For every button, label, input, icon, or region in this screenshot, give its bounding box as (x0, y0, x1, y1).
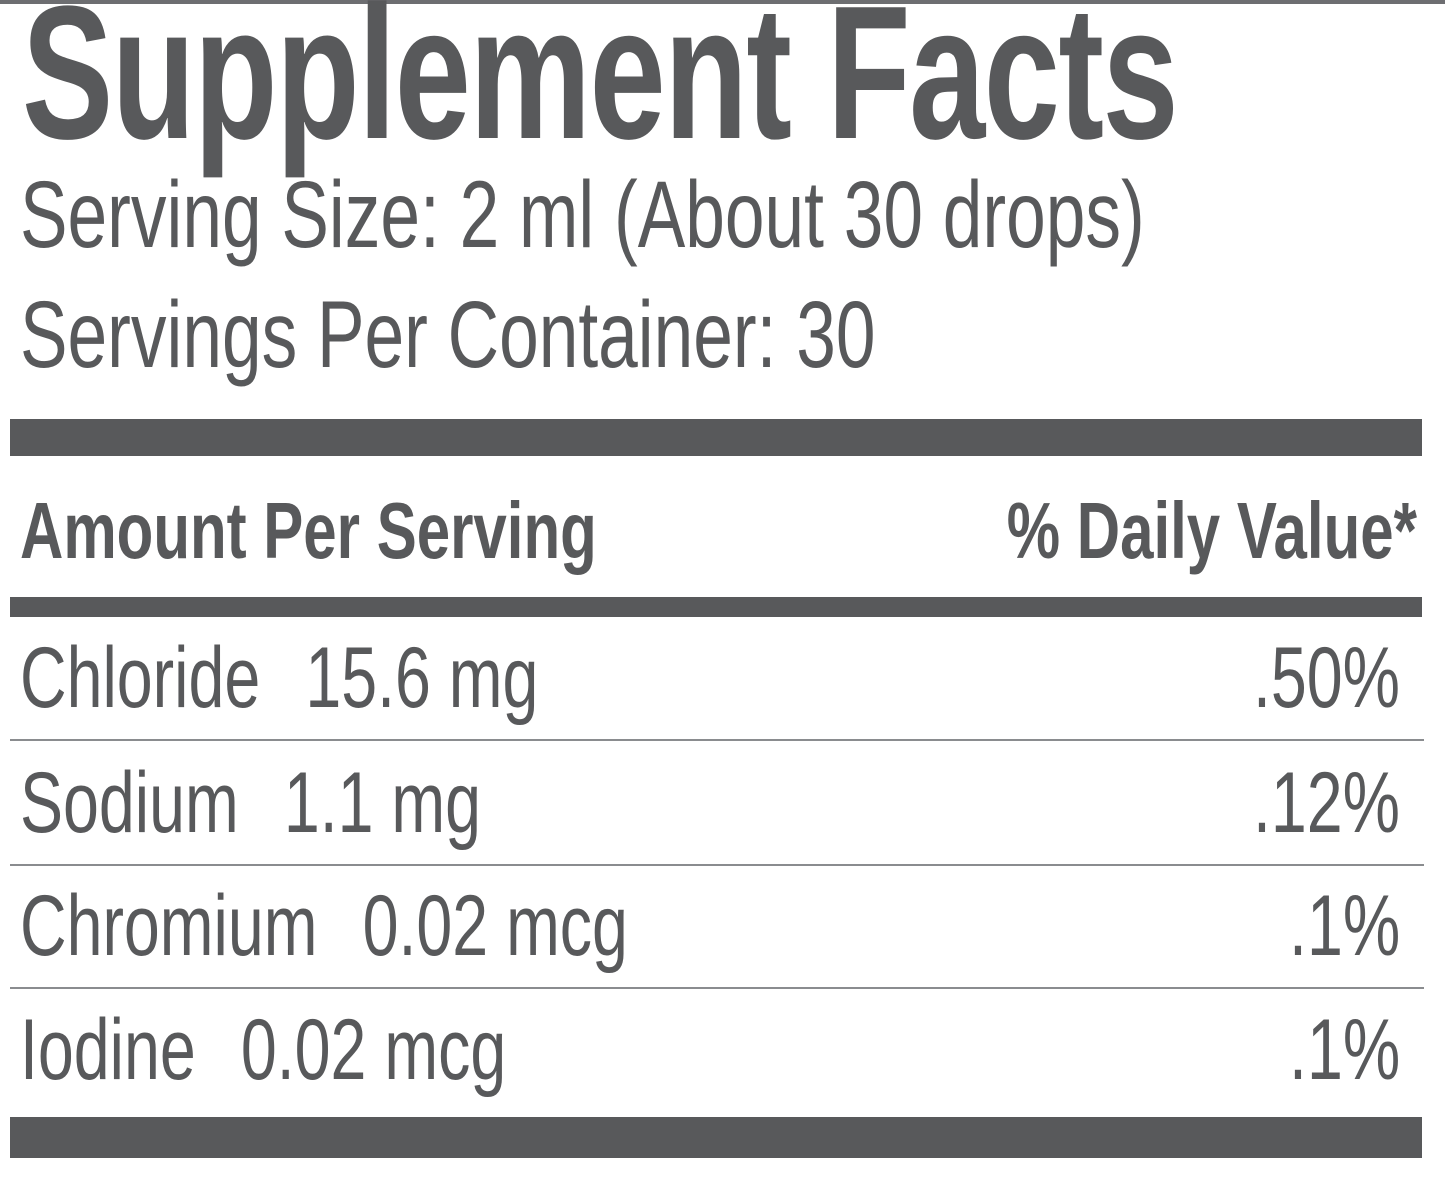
serving-size-line: Serving Size: 2 ml (About 30 drops) (20, 168, 1445, 263)
separator-bar-under-header (10, 597, 1422, 617)
column-header-daily-value: % Daily Value* (870, 491, 1417, 571)
column-header-amount: Amount Per Serving (20, 491, 789, 571)
top-border-rule (0, 0, 1445, 4)
row-divider (10, 987, 1424, 989)
separator-bar-bottom (10, 1117, 1422, 1158)
column-header-daily-value-text: % Daily Value* (1006, 486, 1417, 575)
nutrient-amount: 0.02 mcg (240, 1002, 507, 1098)
nutrient-amount: 1.1 mg (283, 755, 482, 851)
table-row-iodine: Iodine 0.02 mcg (20, 1007, 668, 1093)
table-row-sodium: Sodium 1.1 mg (20, 760, 635, 846)
row-divider (10, 864, 1424, 866)
nutrient-name: Sodium (20, 755, 239, 851)
serving-size-text: Serving Size: 2 ml (About 30 drops) (20, 162, 1145, 268)
row-divider (10, 739, 1424, 741)
page-title-text: Supplement Facts (22, 0, 1179, 179)
table-row-iodine-dv: .1% (1252, 1007, 1400, 1093)
nutrient-daily-value: .1% (1288, 878, 1400, 974)
nutrient-daily-value: .12% (1252, 755, 1400, 851)
page-title: Supplement Facts (22, 0, 1445, 168)
table-row-chloride: Chloride 15.6 mg (20, 635, 711, 721)
table-row-chromium: Chromium 0.02 mcg (20, 883, 831, 969)
nutrient-daily-value: .1% (1288, 1002, 1400, 1098)
nutrient-name: Chloride (20, 630, 261, 726)
separator-bar-heavy-top (10, 419, 1422, 456)
table-row-sodium-dv: .12% (1204, 760, 1400, 846)
nutrient-daily-value: .50% (1252, 630, 1400, 726)
table-row-chloride-dv: .50% (1204, 635, 1400, 721)
servings-per-container-line: Servings Per Container: 30 (20, 288, 1161, 383)
nutrient-name: Chromium (20, 878, 318, 974)
table-row-chromium-dv: .1% (1252, 883, 1400, 969)
servings-per-container-text: Servings Per Container: 30 (20, 282, 876, 388)
nutrient-amount: 15.6 mg (305, 630, 539, 726)
column-header-amount-text: Amount Per Serving (20, 486, 597, 575)
nutrient-amount: 0.02 mcg (362, 878, 628, 974)
nutrient-name: Iodine (20, 1002, 196, 1098)
